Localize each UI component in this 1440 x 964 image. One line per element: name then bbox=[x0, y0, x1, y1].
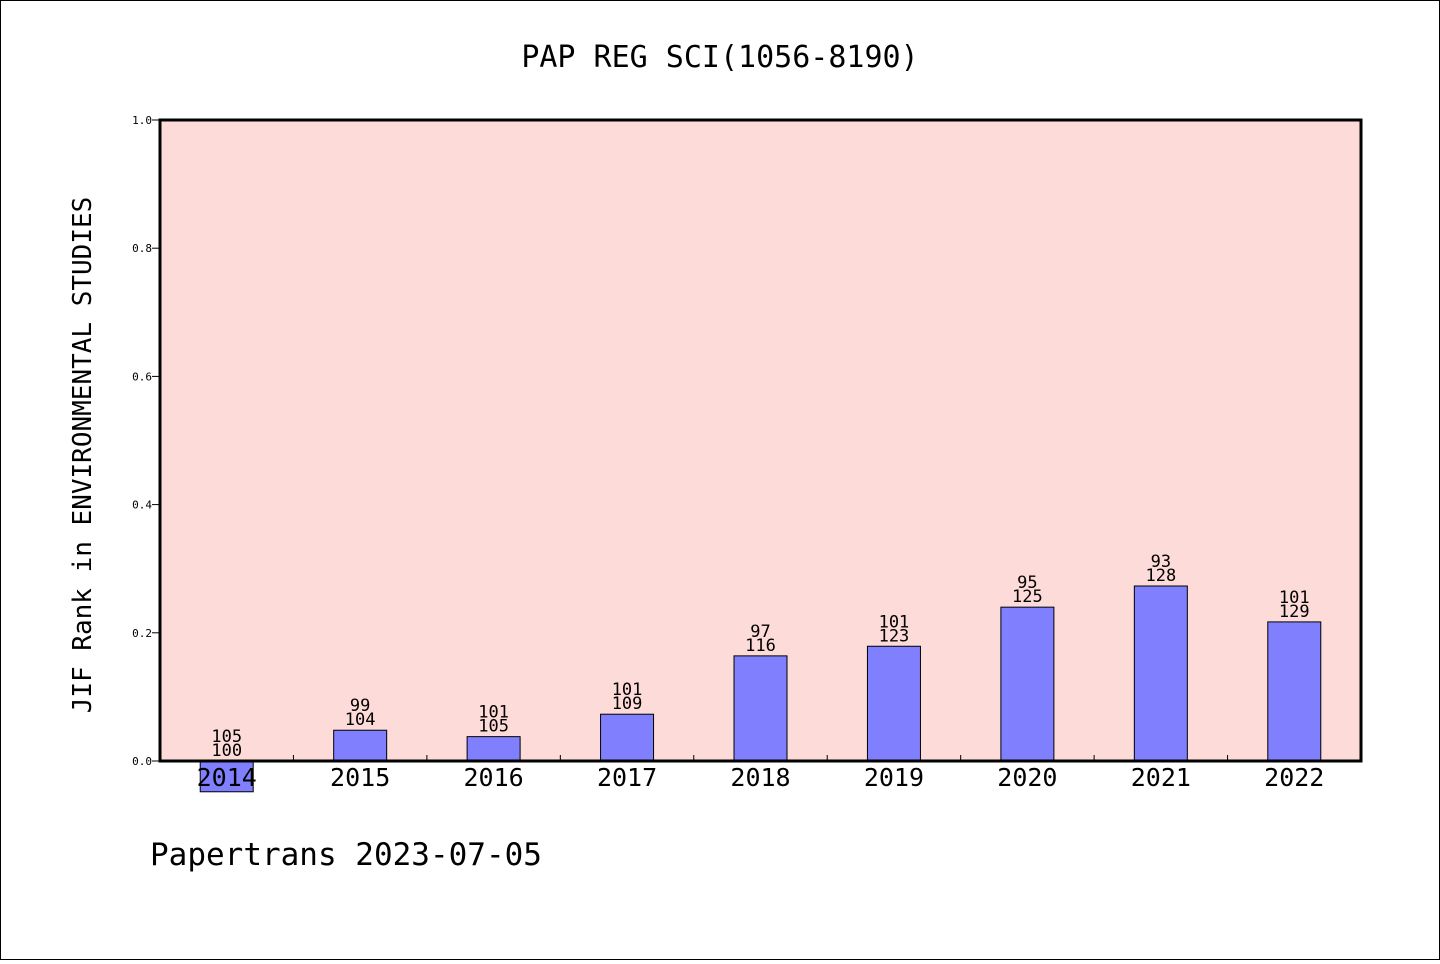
rank-label: 105 bbox=[211, 727, 242, 747]
total-label: 105 bbox=[478, 717, 509, 737]
bar bbox=[600, 713, 655, 762]
rank-label: 95 bbox=[1017, 573, 1037, 593]
total-label: 109 bbox=[612, 694, 643, 714]
x-tick-label: 2017 bbox=[597, 763, 657, 792]
total-label: 116 bbox=[745, 636, 776, 656]
bar bbox=[199, 760, 254, 793]
rank-label: 101 bbox=[1279, 588, 1310, 608]
x-tick-label: 2016 bbox=[464, 763, 524, 792]
bar bbox=[1133, 585, 1188, 762]
plot-border bbox=[158, 118, 1363, 763]
y-tick-label: 0.2 bbox=[132, 627, 152, 640]
chart-title: PAP REG SCI(1056-8190) bbox=[521, 40, 918, 75]
x-tick-label: 2015 bbox=[330, 763, 390, 792]
total-label: 100 bbox=[211, 741, 242, 761]
total-label: 104 bbox=[345, 710, 376, 730]
y-tick-label: 1.0 bbox=[132, 114, 152, 127]
total-label: 128 bbox=[1145, 566, 1176, 586]
footer-text: Papertrans 2023-07-05 bbox=[150, 837, 542, 873]
total-label: 123 bbox=[879, 626, 910, 646]
x-tick-label: 2018 bbox=[730, 763, 790, 792]
rank-label: 93 bbox=[1151, 552, 1171, 572]
x-tick-label: 2021 bbox=[1131, 763, 1191, 792]
bars-layer bbox=[199, 585, 1322, 793]
y-axis-label: JIF Rank in ENVIRONMENTAL STUDIES bbox=[68, 197, 98, 714]
rank-label: 101 bbox=[879, 612, 910, 632]
rank-label: 97 bbox=[750, 622, 770, 642]
total-label: 125 bbox=[1012, 587, 1043, 607]
bar bbox=[866, 645, 921, 762]
rank-label: 101 bbox=[612, 680, 643, 700]
bar bbox=[1267, 621, 1322, 762]
total-label: 129 bbox=[1279, 602, 1310, 622]
bar bbox=[733, 655, 788, 762]
x-tick-label: 2022 bbox=[1264, 763, 1324, 792]
x-tick-label: 2020 bbox=[997, 763, 1057, 792]
bar bbox=[333, 729, 388, 762]
rank-label: 99 bbox=[350, 696, 370, 716]
y-tick-label: 0.4 bbox=[132, 499, 152, 512]
y-tick-label: 0.8 bbox=[132, 242, 152, 255]
y-tick-label: 0.0 bbox=[132, 755, 152, 768]
rank-label: 101 bbox=[478, 703, 509, 723]
x-axis: 2014 2015 2016 2017 2018 2019 2020 2021 2022 bbox=[197, 755, 1324, 792]
y-tick-label: 0.6 bbox=[132, 370, 152, 383]
y-axis: 0.0 0.2 0.4 0.6 0.8 1.0 bbox=[132, 114, 160, 768]
bar bbox=[1000, 606, 1055, 762]
x-tick-label: 2019 bbox=[864, 763, 924, 792]
x-tick-label: 2014 bbox=[197, 763, 257, 792]
bar bbox=[466, 736, 521, 762]
